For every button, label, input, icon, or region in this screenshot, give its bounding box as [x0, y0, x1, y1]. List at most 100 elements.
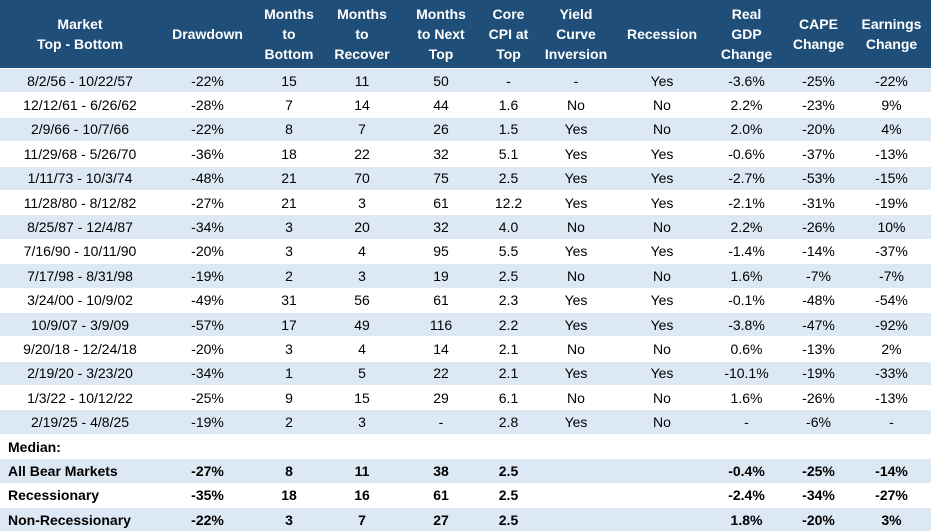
- data-cell: 2: [255, 409, 323, 435]
- data-cell: Yes: [536, 238, 616, 264]
- data-cell: -: [481, 67, 536, 93]
- summary-cell: 3: [255, 507, 323, 532]
- table-row: 2/19/25 - 4/8/25 -19% 2 3-2.8 Yes No - -6% -: [0, 409, 931, 435]
- table-row: 10/9/07 - 3/9/09 -57% 17 49 116 2.2 Yes Yes -3.8…: [0, 311, 931, 337]
- header-line: to: [282, 26, 296, 42]
- data-cell: 56: [323, 287, 401, 313]
- data-cell: 2.2: [481, 311, 536, 337]
- summary-label: All Bear Markets: [0, 458, 160, 484]
- data-cell: -15%: [852, 165, 931, 191]
- data-cell: Yes: [536, 311, 616, 337]
- summary-cell: 18: [255, 482, 323, 508]
- data-cell: 2.5: [481, 165, 536, 191]
- header-line: Curve: [556, 26, 596, 42]
- data-cell: Yes: [536, 141, 616, 167]
- summary-cell: 7: [323, 507, 401, 532]
- data-cell: Yes: [536, 165, 616, 191]
- header-line: Yield: [559, 6, 593, 22]
- period-cell: 10/9/07 - 3/9/09: [0, 311, 160, 337]
- data-cell: Yes: [616, 141, 708, 167]
- period-cell: 11/28/80 - 8/12/82: [0, 189, 160, 215]
- data-cell: 31: [255, 287, 323, 313]
- header-line: Change: [720, 46, 773, 62]
- data-cell: -34%: [160, 360, 255, 386]
- data-cell: -20%: [160, 238, 255, 264]
- data-cell: 29: [401, 385, 481, 410]
- period-cell: 1/11/73 - 10/3/74: [0, 165, 160, 191]
- data-cell: Yes: [616, 189, 708, 215]
- header-line: CAPE: [799, 16, 838, 32]
- data-cell: 19: [401, 263, 481, 289]
- period-cell: 12/12/61 - 6/26/62: [0, 92, 160, 118]
- header-line: Inversion: [544, 46, 608, 62]
- data-cell: No: [536, 214, 616, 240]
- header-line: Top: [428, 46, 454, 62]
- data-cell: -13%: [852, 385, 931, 410]
- data-cell: -37%: [852, 238, 931, 264]
- data-cell: 14: [323, 92, 401, 118]
- data-cell: 9%: [852, 92, 931, 118]
- data-cell: 22: [323, 141, 401, 167]
- column-header: Drawdown: [160, 0, 255, 69]
- header-line: to: [355, 26, 369, 42]
- data-cell: -20%: [785, 116, 852, 142]
- data-cell: Yes: [616, 165, 708, 191]
- data-cell: 44: [401, 92, 481, 118]
- data-cell: -23%: [785, 92, 852, 118]
- header-line: Earnings: [861, 16, 922, 32]
- data-cell: No: [616, 92, 708, 118]
- data-cell: No: [616, 263, 708, 289]
- header-line: Recession: [626, 26, 698, 42]
- data-cell: 2.1: [481, 360, 536, 386]
- data-cell: 2%: [852, 336, 931, 362]
- data-cell: 7: [323, 116, 401, 142]
- data-cell: 15: [323, 385, 401, 410]
- data-cell: 2.3: [481, 287, 536, 313]
- median-label: Median:: [0, 433, 931, 459]
- data-cell: -7%: [785, 263, 852, 289]
- data-cell: -19%: [160, 263, 255, 289]
- data-cell: 20: [323, 214, 401, 240]
- period-cell: 9/20/18 - 12/24/18: [0, 336, 160, 362]
- summary-cell: -14%: [852, 458, 931, 484]
- header-line: Months: [264, 6, 314, 22]
- table-row: 1/3/22 - 10/12/22 -25% 9 15 29 6.1 No No 1.6% -26…: [0, 385, 931, 410]
- data-cell: -57%: [160, 311, 255, 337]
- data-cell: 7: [255, 92, 323, 118]
- data-cell: 22: [401, 360, 481, 386]
- table-row: Recessionary -35% 18 16 61 2.5 -2.4% -34% -27%: [0, 482, 931, 508]
- data-cell: 116: [401, 311, 481, 337]
- table-body: 8/2/56 - 10/22/57 -22% 15 11 50- - Yes -3.6% -25…: [0, 67, 931, 532]
- data-cell: 17: [255, 311, 323, 337]
- period-cell: 3/24/00 - 10/9/02: [0, 287, 160, 313]
- empty-cell: [616, 458, 708, 484]
- period-cell: 2/19/25 - 4/8/25: [0, 409, 160, 435]
- empty-cell: [616, 507, 708, 532]
- data-cell: 3: [255, 336, 323, 362]
- data-cell: 2.1: [481, 336, 536, 362]
- data-cell: Yes: [616, 360, 708, 386]
- data-cell: 21: [255, 165, 323, 191]
- summary-cell: 61: [401, 482, 481, 508]
- data-cell: Yes: [536, 287, 616, 313]
- data-cell: Yes: [616, 238, 708, 264]
- data-cell: -22%: [160, 116, 255, 142]
- data-cell: No: [616, 116, 708, 142]
- data-cell: -47%: [785, 311, 852, 337]
- data-cell: -2.1%: [708, 189, 785, 215]
- summary-cell: -34%: [785, 482, 852, 508]
- header-line: GDP: [731, 26, 762, 42]
- data-cell: -92%: [852, 311, 931, 337]
- data-cell: 26: [401, 116, 481, 142]
- summary-label: Recessionary: [0, 482, 160, 508]
- data-cell: 8: [255, 116, 323, 142]
- data-cell: No: [536, 92, 616, 118]
- data-cell: 9: [255, 385, 323, 410]
- data-cell: 2: [255, 263, 323, 289]
- header-line: Months: [337, 6, 387, 22]
- period-cell: 11/29/68 - 5/26/70: [0, 141, 160, 167]
- data-cell: 1.6: [481, 92, 536, 118]
- header-line: Market: [57, 16, 103, 32]
- data-cell: 6.1: [481, 385, 536, 410]
